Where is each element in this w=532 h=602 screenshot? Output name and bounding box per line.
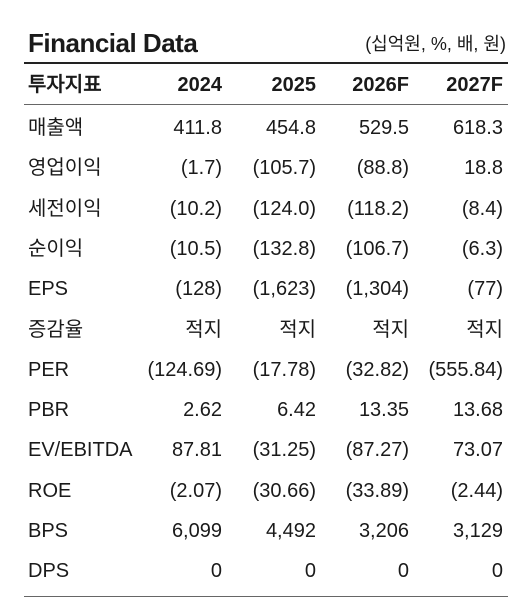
- cell: (128): [175, 278, 222, 301]
- cell: 454.8: [265, 117, 316, 139]
- cell: 적지: [279, 318, 316, 341]
- row-label: BPS: [28, 520, 69, 542]
- cell: (10.5): [169, 237, 222, 260]
- row-label: PER: [28, 358, 70, 381]
- cell: (30.66): [252, 479, 316, 502]
- cell: (124.69): [147, 358, 223, 381]
- unit: (십억원, %, 배, 원): [365, 34, 506, 54]
- cell: 0: [491, 560, 503, 583]
- row-label: 매출액: [28, 117, 84, 139]
- cell: (17.78): [252, 358, 316, 381]
- cell: (124.0): [252, 197, 316, 220]
- cell: 87.81: [171, 439, 222, 462]
- cell: 529.5: [358, 117, 409, 139]
- row-label: EPS: [28, 278, 69, 301]
- cell: (555.84): [428, 358, 504, 381]
- cell: 411.8: [173, 117, 222, 139]
- cell: 618.3: [452, 117, 503, 139]
- row-label: PBR: [28, 399, 70, 422]
- cell: (10.2): [169, 197, 222, 220]
- cell: (105.7): [252, 157, 316, 180]
- cell: 적지: [185, 318, 222, 341]
- bottom-rule: [24, 596, 508, 597]
- cell: 적지: [466, 318, 503, 341]
- cell: 2.62: [183, 399, 222, 422]
- cell: (2.44): [450, 479, 503, 502]
- row-label: ROE: [28, 479, 72, 502]
- cell: (132.8): [252, 237, 316, 260]
- row-label: 세전이익: [28, 197, 102, 220]
- cell: (1,623): [252, 278, 316, 301]
- cell: 4,492: [265, 520, 316, 542]
- cell: (88.8): [356, 157, 409, 180]
- cell: 6,099: [171, 520, 222, 542]
- cell: 73.07: [452, 439, 503, 462]
- cell: 13.68: [452, 399, 503, 422]
- cell: 0: [397, 560, 409, 583]
- cell: (8.4): [461, 197, 503, 220]
- column-header: 2024: [177, 74, 223, 96]
- cell: (33.89): [345, 479, 409, 502]
- cell: 3,206: [358, 520, 409, 542]
- cell: 0: [304, 560, 316, 583]
- cell: (87.27): [345, 439, 409, 462]
- column-header: 2026F: [352, 74, 409, 96]
- column-header: 투자지표: [28, 74, 102, 96]
- column-header: 2027F: [446, 74, 503, 96]
- cell: 13.35: [358, 399, 409, 422]
- cell: (31.25): [252, 439, 316, 462]
- row-label: 증감율: [28, 318, 84, 341]
- cell: (77): [467, 278, 503, 301]
- row-label: EV/EBITDA: [28, 439, 133, 462]
- cell: (106.7): [345, 237, 409, 260]
- cell: 적지: [372, 318, 409, 341]
- cell: (6.3): [461, 237, 503, 260]
- top-rule: [24, 62, 508, 64]
- row-label: 영업이익: [28, 157, 102, 180]
- title: Financial Data: [28, 28, 198, 58]
- cell: (2.07): [169, 479, 222, 502]
- cell: 18.8: [464, 157, 503, 180]
- cell: (32.82): [345, 358, 409, 381]
- cell: (1.7): [180, 157, 222, 180]
- row-label: DPS: [28, 560, 70, 583]
- cell: (118.2): [347, 197, 409, 220]
- cell: 0: [210, 560, 222, 583]
- header-rule: [24, 104, 508, 105]
- row-label: 순이익: [28, 237, 84, 260]
- cell: 6.42: [277, 399, 316, 422]
- column-header: 2025: [271, 74, 317, 96]
- cell: 3,129: [452, 520, 503, 542]
- cell: (1,304): [345, 278, 409, 301]
